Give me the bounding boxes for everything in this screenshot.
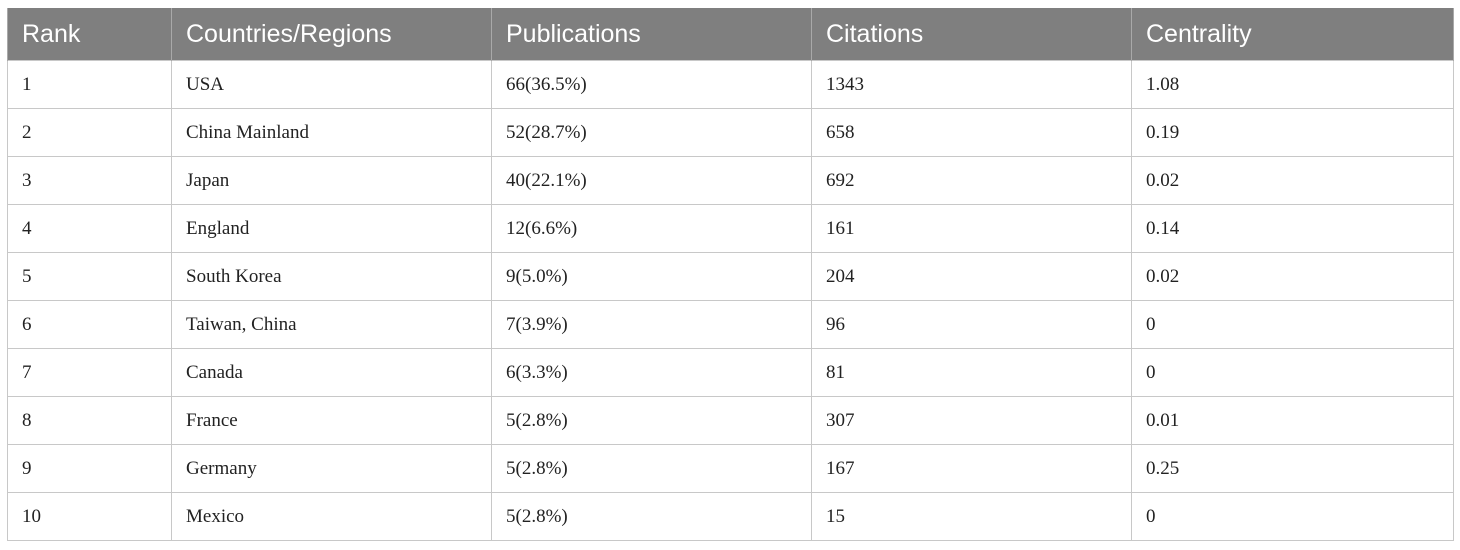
- header-citations: Citations: [811, 8, 1132, 61]
- rank-cell: 7: [7, 348, 172, 397]
- rank-cell: 6: [7, 300, 172, 349]
- table-body: 1 USA 66(36.5%) 1343 1.08 2 China Mainland 52(2…: [7, 60, 1454, 541]
- citations-cell: 692: [811, 156, 1132, 205]
- publications-cell: 5(2.8%): [491, 492, 812, 541]
- table-header: Rank Countries/Regions Publications Cita…: [7, 8, 1454, 61]
- table-row: 4 England 12(6.6%) 161 0.14: [7, 204, 1454, 253]
- citations-cell: 307: [811, 396, 1132, 445]
- centrality-cell: 0: [1131, 300, 1454, 349]
- table-row: 7 Canada 6(3.3%) 81 0: [7, 348, 1454, 397]
- centrality-cell: 0: [1131, 492, 1454, 541]
- country-cell: Japan: [171, 156, 492, 205]
- publications-cell: 52(28.7%): [491, 108, 812, 157]
- country-cell: England: [171, 204, 492, 253]
- citations-cell: 167: [811, 444, 1132, 493]
- citations-cell: 15: [811, 492, 1132, 541]
- table-row: 8 France 5(2.8%) 307 0.01: [7, 396, 1454, 445]
- centrality-cell: 0.02: [1131, 252, 1454, 301]
- citations-cell: 161: [811, 204, 1132, 253]
- country-cell: France: [171, 396, 492, 445]
- country-cell: Canada: [171, 348, 492, 397]
- publications-cell: 40(22.1%): [491, 156, 812, 205]
- header-countries-regions: Countries/Regions: [171, 8, 492, 61]
- citations-cell: 658: [811, 108, 1132, 157]
- centrality-cell: 0.01: [1131, 396, 1454, 445]
- publications-cell: 5(2.8%): [491, 396, 812, 445]
- country-cell: Germany: [171, 444, 492, 493]
- country-cell: China Mainland: [171, 108, 492, 157]
- table-row: 10 Mexico 5(2.8%) 15 0: [7, 492, 1454, 541]
- citations-cell: 204: [811, 252, 1132, 301]
- country-cell: Taiwan, China: [171, 300, 492, 349]
- country-cell: Mexico: [171, 492, 492, 541]
- header-centrality: Centrality: [1131, 8, 1454, 61]
- centrality-cell: 0.25: [1131, 444, 1454, 493]
- publications-cell: 6(3.3%): [491, 348, 812, 397]
- header-publications: Publications: [491, 8, 812, 61]
- header-rank: Rank: [7, 8, 172, 61]
- citations-cell: 1343: [811, 60, 1132, 109]
- centrality-cell: 1.08: [1131, 60, 1454, 109]
- header-row: Rank Countries/Regions Publications Cita…: [7, 8, 1454, 61]
- publications-cell: 7(3.9%): [491, 300, 812, 349]
- table-row: 5 South Korea 9(5.0%) 204 0.02: [7, 252, 1454, 301]
- table-row: 6 Taiwan, China 7(3.9%) 96 0: [7, 300, 1454, 349]
- table-row: 3 Japan 40(22.1%) 692 0.02: [7, 156, 1454, 205]
- publications-cell: 5(2.8%): [491, 444, 812, 493]
- table-row: 9 Germany 5(2.8%) 167 0.25: [7, 444, 1454, 493]
- publications-cell: 12(6.6%): [491, 204, 812, 253]
- rank-cell: 2: [7, 108, 172, 157]
- table-row: 2 China Mainland 52(28.7%) 658 0.19: [7, 108, 1454, 157]
- rank-cell: 1: [7, 60, 172, 109]
- publications-cell: 9(5.0%): [491, 252, 812, 301]
- rank-cell: 5: [7, 252, 172, 301]
- country-cell: USA: [171, 60, 492, 109]
- publications-cell: 66(36.5%): [491, 60, 812, 109]
- citations-cell: 81: [811, 348, 1132, 397]
- rank-cell: 8: [7, 396, 172, 445]
- country-cell: South Korea: [171, 252, 492, 301]
- table-row: 1 USA 66(36.5%) 1343 1.08: [7, 60, 1454, 109]
- centrality-cell: 0.14: [1131, 204, 1454, 253]
- table-container: Rank Countries/Regions Publications Cita…: [7, 8, 1454, 541]
- country-table: Rank Countries/Regions Publications Cita…: [7, 8, 1454, 541]
- rank-cell: 10: [7, 492, 172, 541]
- centrality-cell: 0: [1131, 348, 1454, 397]
- rank-cell: 3: [7, 156, 172, 205]
- centrality-cell: 0.02: [1131, 156, 1454, 205]
- rank-cell: 9: [7, 444, 172, 493]
- rank-cell: 4: [7, 204, 172, 253]
- centrality-cell: 0.19: [1131, 108, 1454, 157]
- citations-cell: 96: [811, 300, 1132, 349]
